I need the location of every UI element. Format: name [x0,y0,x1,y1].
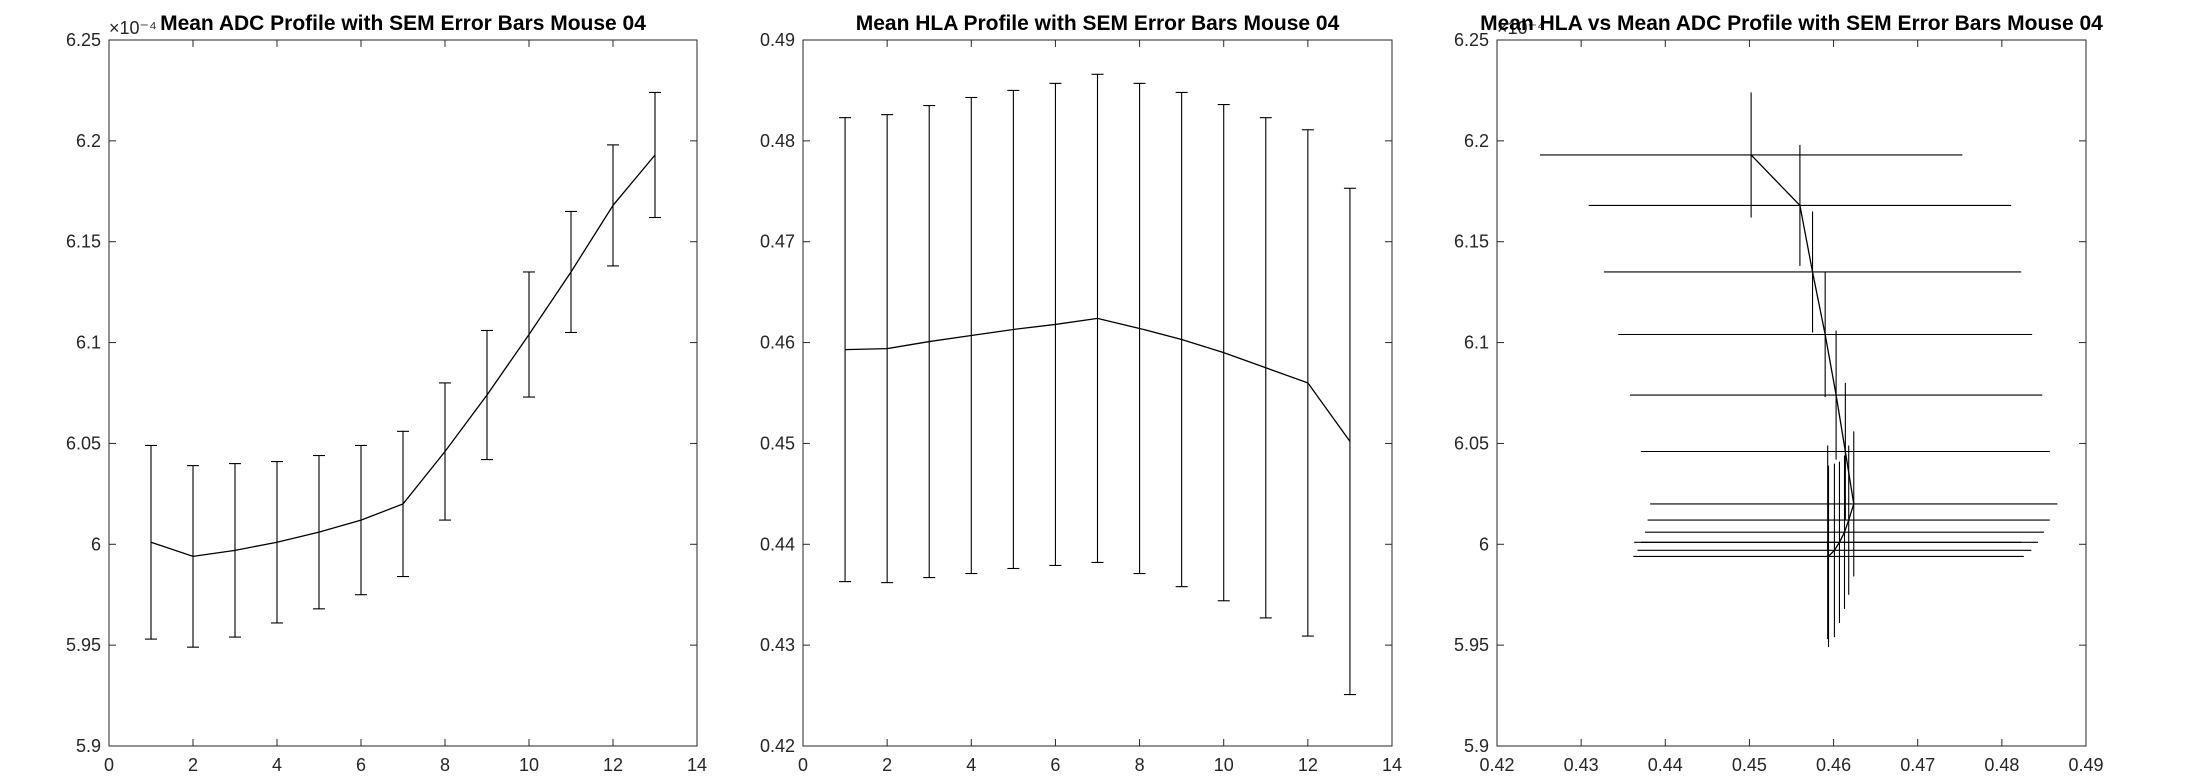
hla-vs-adc-y-tick-label: 6.2 [1464,131,1489,151]
hla-vs-adc-x-tick-label: 0.45 [1732,755,1767,775]
hla-vs-adc-x-tick-label: 0.44 [1648,755,1683,775]
hla-vs-adc-series-line [1750,154,1855,558]
adc-y-tick-label: 6.1 [76,333,101,353]
adc-y-tick-label: 6.2 [76,131,101,151]
hla-vs-adc-x-tick-label: 0.48 [1984,755,2019,775]
hla-vs-adc-axes-box [1496,39,2087,747]
hla-vs-adc-y-exponent-label: ×10⁻⁴ [1497,18,1545,38]
adc-y-tick-label: 5.9 [76,736,101,756]
adc-profile-panel: 0 2 4 6 8 10 12 14 5.9 5.95 6 6.05 6.1 6.15 6.2 6.25 ×10… [66,12,707,775]
hla-vs-adc-y-tick-label: 6.1 [1464,333,1489,353]
hla-vs-adc-y-tick-label: 6 [1479,534,1489,554]
adc-y-tick-label: 5.95 [66,635,101,655]
hla-vs-adc-y-tick-label: 6.15 [1454,232,1489,252]
adc-x-tick-label: 8 [440,755,450,775]
hla-x-tick-label: 2 [882,755,892,775]
adc-x-tick-label: 12 [603,755,623,775]
hla-profile-panel: 0 2 4 6 8 10 12 14 0.42 0.43 0.44 0.45 0.46 0.47 0.48 0… [760,12,1402,775]
adc-y-exponent-label: ×10⁻⁴ [109,18,157,38]
hla-x-tick-label: 0 [798,755,808,775]
adc-chart-title: Mean ADC Profile with SEM Error Bars Mou… [160,12,646,35]
hla-vs-adc-y-tick-label: 5.95 [1454,635,1489,655]
adc-y-tick-label: 6.25 [66,30,101,50]
adc-y-tick-label: 6.15 [66,232,101,252]
hla-vs-adc-x-tick-label: 0.42 [1479,755,1514,775]
hla-y-tick-label: 0.47 [760,232,795,252]
hla-x-tick-label: 12 [1298,755,1318,775]
hla-x-tick-label: 8 [1135,755,1145,775]
hla-vs-adc-x-tick-label: 0.47 [1900,755,1935,775]
hla-y-tick-label: 0.49 [760,30,795,50]
adc-y-tick-label: 6 [91,534,101,554]
hla-y-tick-label: 0.44 [760,534,795,554]
adc-x-tick-label: 10 [519,755,539,775]
adc-x-tick-label: 6 [356,755,366,775]
hla-vs-adc-x-tick-label: 0.43 [1564,755,1599,775]
hla-y-tick-label: 0.48 [760,131,795,151]
hla-vs-adc-x-tick-label: 0.49 [2068,755,2103,775]
hla-vs-adc-y-tick-label: 5.9 [1464,736,1489,756]
hla-vs-adc-chart-title: Mean HLA vs Mean ADC Profile with SEM Er… [1480,12,2103,35]
hla-y-tick-label: 0.43 [760,635,795,655]
adc-x-tick-label: 4 [272,755,282,775]
hla-vs-adc-y-tick-label: 6.25 [1454,30,1489,50]
hla-vs-adc-x-tick-label: 0.46 [1816,755,1851,775]
hla-series-line [845,317,1351,442]
adc-y-tick-label: 6.05 [66,433,101,453]
adc-x-tick-label: 0 [104,755,114,775]
adc-axes-box [108,39,698,747]
adc-series-line [150,154,656,558]
hla-x-tick-label: 10 [1214,755,1234,775]
adc-x-tick-label: 14 [687,755,707,775]
hla-axes-box [802,39,1393,747]
hla-x-tick-label: 14 [1382,755,1402,775]
hla-chart-title: Mean HLA Profile with SEM Error Bars Mou… [856,12,1340,35]
hla-y-tick-label: 0.42 [760,736,795,756]
hla-vs-adc-y-tick-label: 6.05 [1454,433,1489,453]
hla-x-tick-label: 4 [966,755,976,775]
hla-x-tick-label: 6 [1050,755,1060,775]
hla-y-tick-label: 0.46 [760,333,795,353]
adc-x-tick-label: 2 [188,755,198,775]
hla-y-tick-label: 0.45 [760,433,795,453]
hla-vs-adc-panel: 0.42 0.43 0.44 0.45 0.46 0.47 0.48 0.49 5.9 5.95 6… [1454,12,2104,775]
